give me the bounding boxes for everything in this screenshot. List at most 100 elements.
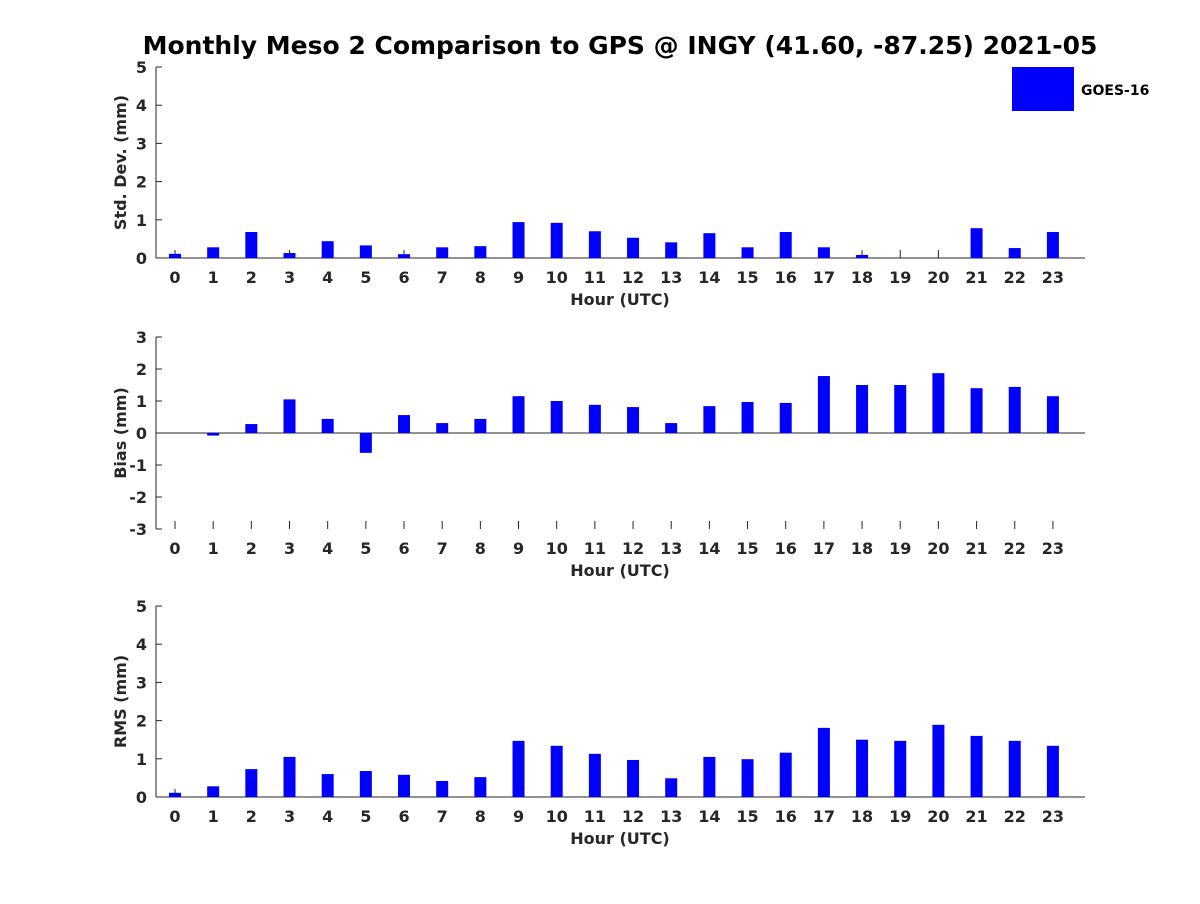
x-tick-label: 12 [622, 807, 644, 826]
bar-hour-1 [207, 433, 220, 436]
bar-hour-5 [359, 245, 372, 258]
bar-hour-10 [550, 745, 563, 797]
bar-hour-7 [436, 780, 449, 797]
bar-hour-10 [550, 401, 563, 433]
y-tick-label: 5 [136, 597, 147, 616]
bar-hour-13 [665, 423, 678, 433]
x-tick-label: 22 [1004, 539, 1026, 558]
bar-hour-12 [627, 237, 640, 258]
bar-hour-15 [741, 401, 754, 433]
x-tick-label: 4 [322, 807, 333, 826]
bar-hour-9 [512, 740, 525, 797]
bar-hour-17 [817, 376, 830, 433]
y-tick-label: 2 [136, 173, 147, 192]
bar-hour-6 [398, 774, 411, 797]
x-tick-label: 21 [965, 539, 987, 558]
x-axis-label: Hour (UTC) [570, 561, 670, 580]
y-tick-label: 1 [136, 750, 147, 769]
y-tick-label: 1 [136, 211, 147, 230]
bar-hour-1 [207, 247, 220, 258]
bar-hour-16 [779, 402, 792, 433]
bar-hour-6 [398, 415, 411, 433]
x-tick-label: 2 [246, 807, 257, 826]
bar-hour-21 [970, 735, 983, 797]
x-tick-label: 18 [851, 539, 873, 558]
x-tick-label: 19 [889, 539, 911, 558]
legend-swatch [1012, 67, 1074, 111]
x-tick-label: 17 [813, 268, 835, 287]
x-tick-label: 19 [889, 268, 911, 287]
x-tick-label: 16 [775, 268, 797, 287]
bar-hour-9 [512, 396, 525, 433]
x-tick-label: 11 [584, 807, 606, 826]
bar-hour-21 [970, 388, 983, 433]
bar-hour-8 [474, 777, 487, 797]
x-tick-label: 4 [322, 268, 333, 287]
x-tick-label: 6 [398, 539, 409, 558]
bar-hour-6 [398, 254, 411, 258]
bar-hour-13 [665, 242, 678, 258]
bar-hour-11 [588, 231, 601, 258]
x-tick-label: 21 [965, 807, 987, 826]
y-tick-label: 3 [136, 673, 147, 692]
bar-hour-9 [512, 222, 525, 258]
bar-hour-11 [588, 404, 601, 433]
x-tick-label: 2 [246, 268, 257, 287]
bar-hour-12 [627, 759, 640, 797]
bar-hour-10 [550, 222, 563, 258]
bar-hour-23 [1046, 232, 1059, 258]
x-tick-label: 12 [622, 539, 644, 558]
x-tick-label: 20 [927, 268, 949, 287]
bar-hour-7 [436, 423, 449, 433]
bar-hour-5 [359, 433, 372, 453]
x-tick-label: 9 [513, 807, 524, 826]
x-tick-label: 23 [1042, 539, 1064, 558]
bar-hour-18 [856, 385, 869, 433]
y-tick-label: 4 [136, 635, 147, 654]
x-tick-label: 18 [851, 807, 873, 826]
x-tick-label: 19 [889, 807, 911, 826]
y-tick-label: 1 [136, 392, 147, 411]
chart-title: Monthly Meso 2 Comparison to GPS @ INGY … [143, 31, 1098, 60]
y-tick-label: -3 [129, 520, 147, 539]
x-tick-label: 21 [965, 268, 987, 287]
bar-hour-8 [474, 246, 487, 258]
legend-label: GOES-16 [1081, 83, 1149, 99]
x-tick-label: 3 [284, 807, 295, 826]
x-tick-label: 8 [475, 268, 486, 287]
x-tick-label: 5 [360, 539, 371, 558]
bar-hour-2 [245, 769, 258, 797]
bar-hour-13 [665, 778, 678, 797]
bar-hour-19 [894, 740, 907, 797]
bar-hour-3 [283, 756, 296, 797]
bar-hour-18 [856, 254, 869, 258]
x-tick-label: 10 [546, 539, 568, 558]
x-tick-label: 12 [622, 268, 644, 287]
bar-hour-14 [703, 756, 716, 797]
legend: GOES-16 [1012, 67, 1149, 111]
x-tick-label: 22 [1004, 268, 1026, 287]
x-tick-label: 23 [1042, 268, 1064, 287]
x-tick-label: 14 [698, 807, 720, 826]
x-tick-label: 20 [927, 539, 949, 558]
x-tick-label: 5 [360, 807, 371, 826]
y-tick-label: 4 [136, 96, 147, 115]
bar-hour-22 [1008, 248, 1021, 258]
x-tick-label: 6 [398, 807, 409, 826]
bar-hour-1 [207, 786, 220, 797]
x-axis-label: Hour (UTC) [570, 829, 670, 848]
bar-hour-16 [779, 232, 792, 258]
bar-hour-22 [1008, 386, 1021, 433]
x-tick-label: 13 [660, 268, 682, 287]
bar-hour-2 [245, 232, 258, 258]
x-tick-label: 13 [660, 807, 682, 826]
bar-hour-8 [474, 418, 487, 433]
bar-hour-11 [588, 753, 601, 797]
y-tick-label: 0 [136, 788, 147, 807]
bar-hour-16 [779, 752, 792, 797]
y-tick-label: 3 [136, 134, 147, 153]
x-tick-label: 7 [437, 807, 448, 826]
